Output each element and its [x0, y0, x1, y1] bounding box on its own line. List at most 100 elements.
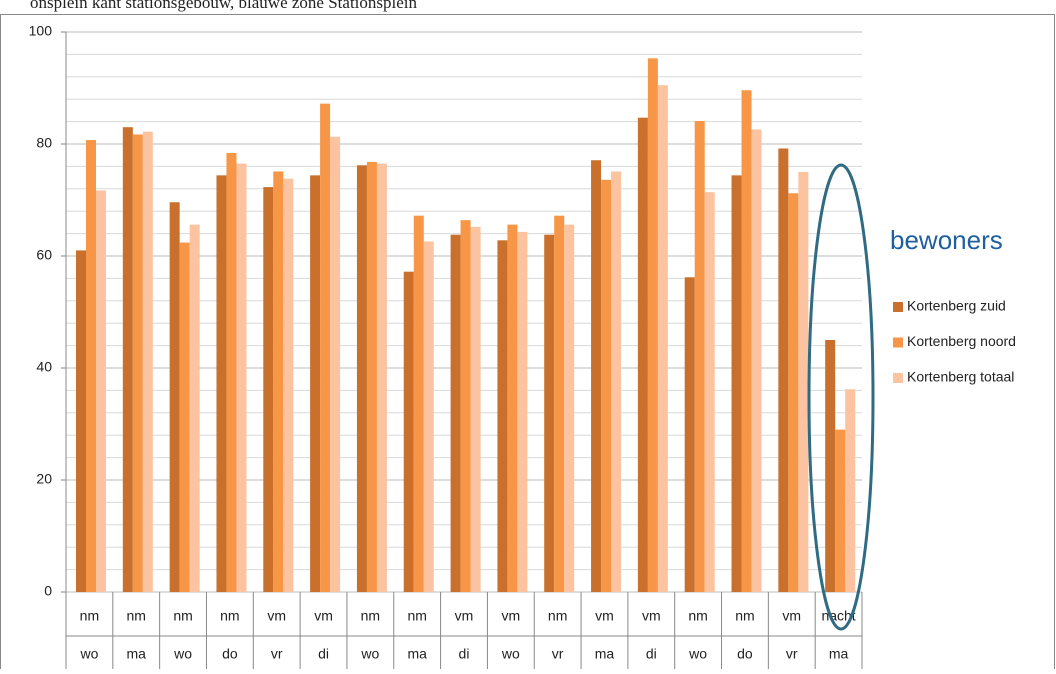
bar: [470, 226, 481, 592]
x-tick-label: nm: [361, 608, 380, 624]
bar: [647, 58, 658, 592]
x-tick-label: vr: [552, 646, 564, 662]
legend-swatch: [893, 302, 903, 312]
x-tick-label: vr: [786, 646, 798, 662]
bar: [226, 152, 237, 592]
bar: [376, 163, 387, 592]
bar: [544, 234, 555, 592]
bar: [450, 234, 461, 592]
y-tick-label: 0: [44, 583, 52, 599]
x-tick-label: nm: [80, 608, 99, 624]
bar: [273, 171, 284, 592]
x-tick-label: do: [222, 646, 238, 662]
y-tick-label: 80: [36, 135, 52, 151]
legend-swatch: [893, 373, 903, 383]
bar: [741, 90, 752, 593]
highlight-ellipse: [807, 163, 875, 631]
bar: [507, 224, 518, 592]
chart-frame: [0, 14, 1055, 674]
bar: [751, 129, 762, 592]
bar: [423, 241, 434, 592]
x-tick-label: wo: [79, 646, 98, 662]
bar: [684, 277, 695, 592]
bar: [611, 171, 622, 592]
x-tick-label: vm: [455, 608, 474, 624]
bar: [403, 271, 414, 592]
bar: [76, 250, 86, 592]
x-tick-label: wo: [360, 646, 379, 662]
bar: [835, 429, 846, 592]
x-tick-label: di: [459, 646, 470, 662]
y-tick-label: 20: [36, 471, 52, 487]
bar: [356, 165, 367, 592]
x-tick-label: ma: [829, 646, 849, 662]
bar: [657, 85, 668, 592]
x-tick-label: nm: [127, 608, 146, 624]
bar: [366, 161, 377, 593]
x-tick-label: nm: [688, 608, 707, 624]
bar: [216, 175, 227, 593]
bar: [554, 215, 565, 592]
bar: [564, 224, 575, 592]
bar: [825, 340, 836, 592]
bar: [694, 121, 705, 592]
x-tick-label: vm: [267, 608, 286, 624]
x-tick-label: vm: [642, 608, 661, 624]
x-tick-label: nm: [220, 608, 239, 624]
x-tick-label: ma: [127, 646, 147, 662]
bar: [236, 163, 247, 592]
x-tick-label: ma: [407, 646, 427, 662]
bar: [283, 178, 294, 592]
bar: [778, 148, 789, 593]
x-tick-label: wo: [173, 646, 192, 662]
legend-label: Kortenberg totaal: [907, 369, 1014, 385]
x-tick-label: vm: [314, 608, 333, 624]
x-tick-label: do: [737, 646, 753, 662]
y-tick-label: 40: [36, 359, 52, 375]
bar: [189, 224, 200, 592]
x-tick-label: vm: [782, 608, 801, 624]
bar: [788, 193, 799, 592]
bar: [704, 192, 715, 592]
bar: [517, 231, 528, 593]
bar: [122, 127, 133, 592]
bar: [310, 175, 321, 593]
y-tick-label: 60: [36, 247, 52, 263]
bar: [320, 103, 331, 593]
bar: [179, 242, 190, 592]
annotation: bewoners: [890, 225, 1003, 255]
x-tick-label: di: [646, 646, 657, 662]
legend-swatch: [893, 337, 903, 348]
bar: [460, 220, 471, 592]
bar: [798, 172, 809, 592]
bar: [637, 117, 648, 593]
bar: [413, 215, 424, 592]
bar: [591, 160, 602, 593]
x-tick-label: wo: [501, 646, 520, 662]
bar: [601, 179, 612, 592]
bar: [86, 140, 96, 592]
x-tick-label: vm: [595, 608, 614, 624]
x-tick-label: nm: [548, 608, 567, 624]
x-tick-label: di: [318, 646, 329, 662]
x-tick-label: vr: [271, 646, 283, 662]
x-tick-label: ma: [595, 646, 615, 662]
x-tick-label: vm: [501, 608, 520, 624]
x-tick-label: nm: [735, 608, 754, 624]
legend-label: Kortenberg noord: [907, 333, 1016, 349]
bar: [169, 202, 180, 593]
chart-title: onsplein kant stationsgebouw, blauwe zon…: [30, 0, 417, 12]
bar: [330, 136, 341, 592]
bar: [142, 131, 153, 592]
bar: [132, 134, 143, 593]
y-tick-label: 100: [29, 23, 53, 39]
legend-label: Kortenberg zuid: [907, 298, 1006, 314]
bar: [845, 389, 856, 592]
x-tick-label: wo: [688, 646, 707, 662]
x-tick-label: nm: [407, 608, 426, 624]
bar: [96, 190, 106, 593]
bar: [497, 240, 508, 592]
bar: [731, 175, 742, 593]
x-tick-label: nm: [173, 608, 192, 624]
